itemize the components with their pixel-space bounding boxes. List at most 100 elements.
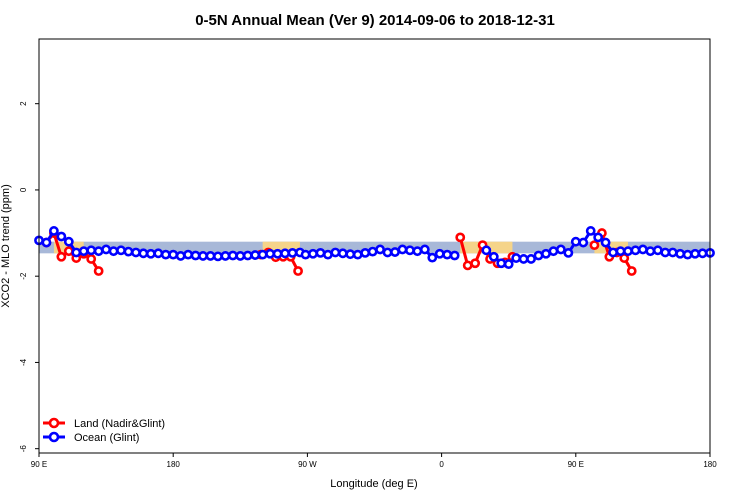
series-1-point [449, 250, 460, 261]
series-1-point [541, 248, 551, 259]
chart-title: 0-5N Annual Mean (Ver 9) 2014-09-06 to 2… [195, 12, 555, 29]
series-1-point [93, 246, 104, 257]
series-1-point [518, 254, 529, 264]
x-tick-label: 180 [167, 460, 181, 469]
series-1-point [397, 244, 408, 255]
series-1-point [131, 247, 141, 258]
series-1-point [660, 247, 671, 258]
band-land-range-2 [262, 241, 300, 254]
series-1-point [337, 248, 348, 259]
series-1-point [375, 244, 385, 255]
series-1-point [78, 246, 89, 257]
series-1-point [250, 250, 261, 260]
series-1-point [145, 248, 156, 259]
series-1-point [101, 244, 111, 255]
series-1-point [213, 251, 223, 262]
x-tick-label: 0 [439, 460, 444, 469]
series-0-point [619, 253, 630, 263]
series-1-point [280, 248, 290, 259]
series-1-point [526, 254, 536, 264]
series-1-point [242, 250, 253, 261]
series-1-point [533, 250, 544, 261]
series-1-point [287, 247, 298, 258]
series-1-point [645, 246, 656, 257]
series-0-point [293, 266, 303, 276]
series-1-point [682, 249, 693, 260]
series-1-point [615, 246, 626, 257]
series-1-point [503, 259, 514, 270]
series-1-point [608, 247, 618, 258]
y-tick-label: 2 [19, 101, 28, 106]
series-1-point [630, 245, 641, 256]
series-1-point [570, 236, 581, 247]
series-1-point [638, 244, 648, 255]
series-1-point [257, 249, 268, 260]
series-1-point [153, 248, 164, 259]
series-1-point [323, 249, 333, 260]
series-1-point [675, 248, 686, 259]
legend: Land (Nadir&Glint) Ocean (Glint) [43, 417, 165, 444]
series-1-point [360, 247, 371, 258]
series-1-point [600, 237, 611, 248]
series-1-point [652, 245, 663, 256]
x-tick-label: 90 W [298, 460, 317, 469]
series-0-point [56, 251, 67, 262]
series-1-point [548, 246, 559, 257]
series-1-point [390, 247, 400, 257]
series-1-point [308, 248, 318, 259]
legend-marker-1 [48, 431, 60, 443]
series-layer [34, 226, 715, 276]
series-1-point [265, 248, 276, 259]
series-1-point [578, 237, 589, 248]
series-1-point [419, 244, 430, 255]
series-1-point [138, 248, 149, 259]
series-1-point [690, 248, 700, 259]
series-0-point [462, 260, 473, 271]
series-1 [34, 226, 715, 270]
series-0-point [455, 232, 466, 243]
series-1-point [412, 246, 423, 257]
series-1-point [585, 226, 596, 236]
series-0-point [626, 266, 637, 276]
series-0-point [589, 240, 600, 251]
x-tick-label: 90 E [31, 460, 47, 469]
series-0-point [63, 246, 74, 257]
y-tick-label: -4 [19, 358, 28, 366]
series-1-point [116, 245, 126, 256]
series-1-point [272, 248, 283, 259]
series-1-point [56, 231, 67, 242]
series-1-point [183, 249, 194, 260]
series-1-point [330, 247, 341, 258]
legend-label-0: Land (Nadir&Glint) [74, 418, 165, 430]
series-1-point [71, 247, 82, 258]
series-1-point [227, 250, 238, 261]
series-1-point [315, 247, 326, 258]
series-1-point [593, 232, 604, 243]
series-1-point [511, 253, 522, 263]
series-1-point [623, 246, 633, 257]
x-tick-label: 180 [703, 460, 717, 469]
series-1-point [496, 258, 507, 269]
series-1-point [563, 247, 574, 258]
series-1-point [168, 249, 179, 260]
legend-label-1: Ocean (Glint) [74, 432, 139, 444]
series-1-point [63, 236, 74, 247]
legend-marker-0 [48, 417, 60, 429]
series-0-point [93, 266, 104, 276]
series-1-point [123, 246, 134, 257]
y-tick-label: 0 [19, 187, 28, 192]
series-1-point [41, 237, 52, 248]
series-1-point [481, 245, 492, 256]
series-1-point [108, 246, 119, 257]
series-1-point [160, 249, 171, 260]
series-1-point [405, 245, 415, 256]
x-tick-label: 90 E [568, 460, 584, 469]
series-0-point [470, 258, 481, 269]
legend-item-0: Land (Nadir&Glint) [43, 417, 165, 430]
y-axis: 2 0 -2 -4 -6 [19, 101, 39, 452]
series-1-point [667, 247, 678, 258]
series-1-point [382, 247, 393, 258]
series-1-point [555, 244, 566, 255]
series-1-point [198, 251, 208, 261]
